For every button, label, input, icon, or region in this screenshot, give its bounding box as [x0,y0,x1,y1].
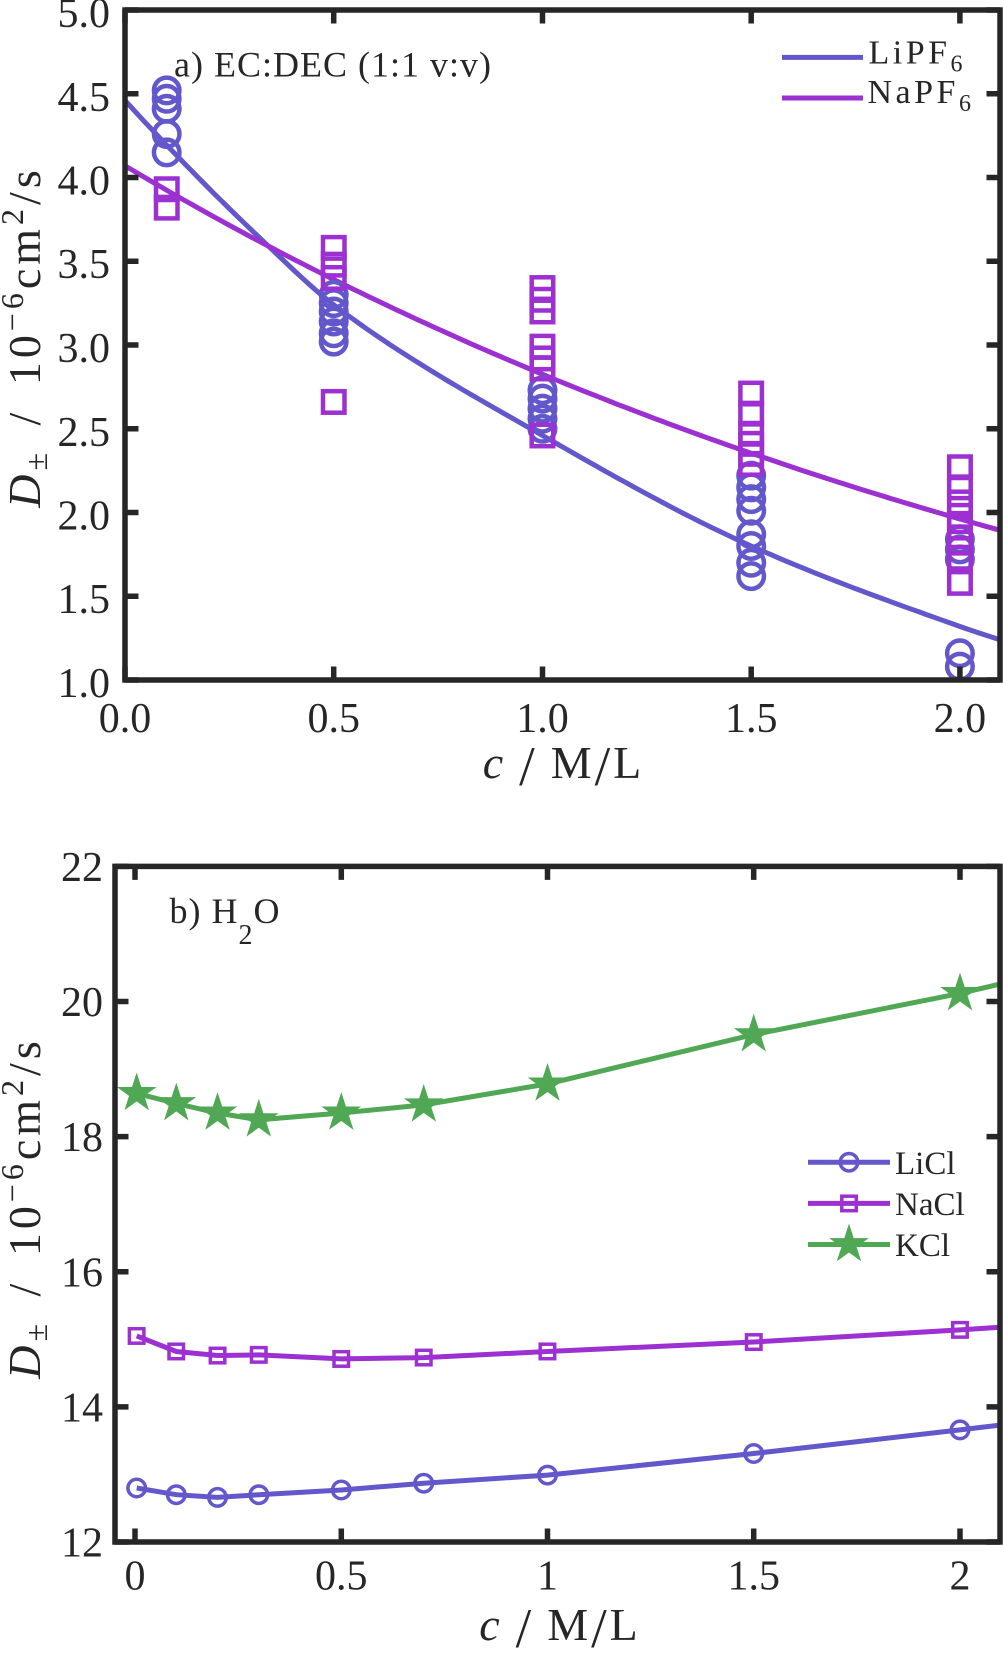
svg-text:0: 0 [125,1554,146,1600]
svg-text:2: 2 [950,1554,971,1600]
svg-text:KCl: KCl [895,1228,950,1264]
svg-text:0.0: 0.0 [99,696,152,742]
svg-text:4.0: 4.0 [58,159,111,205]
svg-text:4.5: 4.5 [58,75,111,121]
svg-text:1.5: 1.5 [725,696,778,742]
svg-text:3.0: 3.0 [58,326,111,372]
svg-text:c/M/L: c / M/L [483,736,642,798]
svg-text:D± / 10−6cm2/s: D± / 10−6cm2/s [0,1037,54,1380]
svg-text:12: 12 [61,1521,103,1567]
svg-text:16: 16 [61,1250,103,1296]
svg-text:3.5: 3.5 [58,242,111,288]
svg-text:2.0: 2.0 [934,696,987,742]
svg-text:22: 22 [61,845,103,891]
svg-text:1.0: 1.0 [58,661,111,707]
svg-text:c/M/L: c / M/L [479,1598,638,1654]
svg-text:1.0: 1.0 [516,696,569,742]
svg-text:a) EC:DEC (1:1 v:v): a) EC:DEC (1:1 v:v) [174,45,492,85]
svg-text:1.5: 1.5 [58,577,111,623]
svg-text:0.5: 0.5 [315,1554,368,1600]
svg-text:LiPF6: LiPF6 [869,35,967,78]
svg-text:18: 18 [61,1115,103,1161]
svg-text:14: 14 [61,1385,103,1431]
svg-text:2.0: 2.0 [58,494,111,540]
svg-text:NaPF6: NaPF6 [868,74,975,117]
svg-text:LiCl: LiCl [895,1146,956,1182]
svg-text:1: 1 [537,1554,558,1600]
svg-text:NaCl: NaCl [895,1187,965,1223]
svg-text:1.5: 1.5 [727,1554,780,1600]
svg-text:20: 20 [61,980,103,1026]
svg-text:D± / 10−6cm2/s: D± / 10−6cm2/s [0,166,54,509]
svg-text:5.0: 5.0 [58,0,111,37]
svg-text:2.5: 2.5 [58,410,111,456]
svg-text:0.5: 0.5 [307,696,360,742]
